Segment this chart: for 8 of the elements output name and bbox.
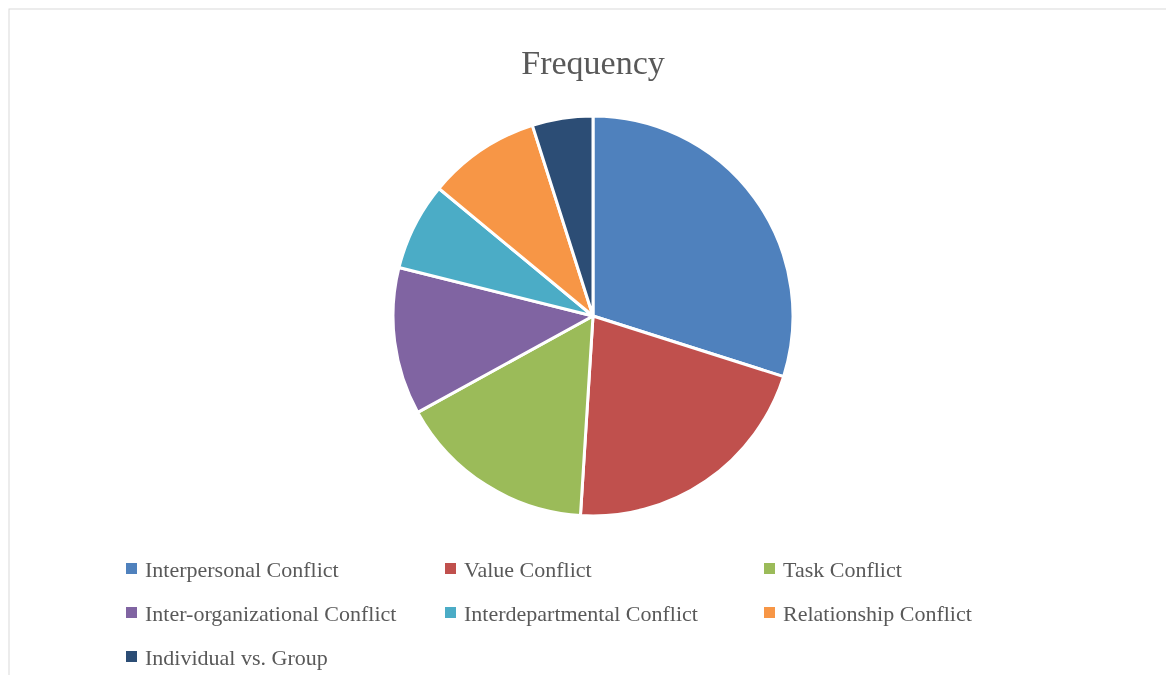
legend-label: Individual vs. Group (145, 645, 328, 670)
legend-label: Interdepartmental Conflict (464, 601, 698, 626)
legend-label: Task Conflict (783, 557, 902, 582)
legend-label: Value Conflict (464, 557, 592, 582)
chart-title: Frequency (521, 44, 665, 81)
legend-label: Relationship Conflict (783, 601, 972, 626)
legend-label: Inter-organizational Conflict (145, 601, 397, 626)
legend-label: Interpersonal Conflict (145, 557, 339, 582)
